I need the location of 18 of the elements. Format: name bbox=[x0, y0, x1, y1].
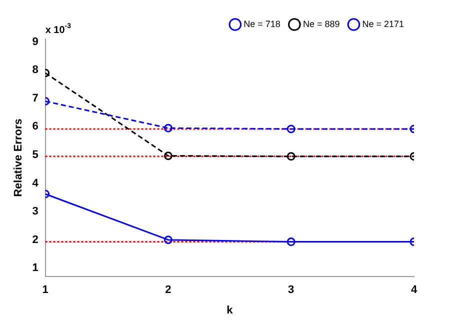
y-tick-label: 8 bbox=[32, 64, 38, 76]
x-tick-label: 1 bbox=[42, 284, 48, 296]
legend-label: Ne = 889 bbox=[302, 18, 340, 29]
y-tick-label: 1 bbox=[32, 262, 38, 274]
y-tick-label: 7 bbox=[32, 92, 38, 104]
y-tick-label: 4 bbox=[32, 177, 40, 190]
legend-label: Ne = 718 bbox=[244, 18, 280, 29]
x-tick-label: 4 bbox=[410, 284, 418, 296]
y-axis-title: Relative Errors bbox=[12, 118, 25, 197]
y-tick-label: 2 bbox=[32, 234, 38, 246]
x-axis-title: k bbox=[226, 304, 234, 316]
y-tick-label: 9 bbox=[32, 36, 38, 48]
x-tick-label: 3 bbox=[288, 284, 294, 296]
y-tick-label: 3 bbox=[32, 206, 38, 218]
x-tick-label: 2 bbox=[165, 284, 172, 296]
legend-label: Ne = 2171 bbox=[362, 18, 404, 29]
y-tick-label: 5 bbox=[32, 149, 38, 162]
y-tick-label: 6 bbox=[32, 120, 38, 133]
